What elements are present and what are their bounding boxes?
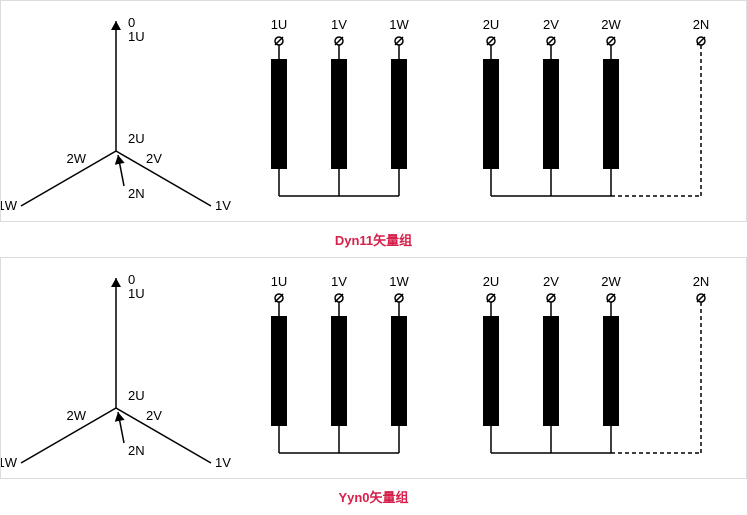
terminal-label: 2U (483, 274, 500, 289)
terminal-label: 1V (331, 17, 347, 32)
neutral-label: 2N (128, 443, 145, 458)
vector-tip-label: 1U (128, 29, 145, 44)
terminal-icon (607, 294, 615, 302)
terminal-label: 1W (389, 274, 409, 289)
terminal-icon (275, 294, 283, 302)
vector-diagram: 01U 1V 1W 2U2V 2W 2N (1, 272, 231, 470)
terminal-label: 2V (543, 274, 559, 289)
diagram-caption: Yyn0矢量组 (0, 479, 747, 514)
neutral-label: 2N (128, 186, 145, 201)
winding-bar (483, 316, 499, 426)
terminal-icon (335, 37, 343, 45)
diagram-panel-yyn0: 01U1V1W2U2V2W2N1U1V1W2U2V2W2N (0, 257, 747, 479)
terminal-icon (697, 294, 705, 302)
terminal-icon (607, 37, 615, 45)
arrow-head (111, 21, 121, 30)
terminal-icon (395, 37, 403, 45)
vector-diagram: 01U 1V 1W 2U2V 2W 2N (1, 15, 231, 213)
vector-origin-label: 2U (128, 131, 145, 146)
winding-group: 2U 2V 2W 2N (483, 274, 710, 453)
winding-bar (543, 316, 559, 426)
vector-mid-label: 2W (67, 151, 87, 166)
winding-bar (331, 59, 347, 169)
vector-end-label: 1V (215, 198, 231, 213)
terminal-label: 2W (601, 17, 621, 32)
winding-bar (603, 316, 619, 426)
vector-end-label: 1W (1, 198, 18, 213)
winding-bar (543, 59, 559, 169)
terminal-label: 2W (601, 274, 621, 289)
terminal-icon (487, 294, 495, 302)
terminal-label: 1W (389, 17, 409, 32)
arrow-head (115, 155, 125, 165)
neutral-terminal-label: 2N (693, 17, 710, 32)
vector-tip-label: 0 (128, 15, 135, 30)
terminal-icon (275, 37, 283, 45)
terminal-label: 2U (483, 17, 500, 32)
neutral-terminal-label: 2N (693, 274, 710, 289)
terminal-label: 1V (331, 274, 347, 289)
vector-mid-label: 2V (146, 408, 162, 423)
terminal-icon (335, 294, 343, 302)
vector-tip-label: 1U (128, 286, 145, 301)
terminal-label: 1U (271, 17, 288, 32)
terminal-label: 1U (271, 274, 288, 289)
winding-bar (603, 59, 619, 169)
vector-tip-label: 0 (128, 272, 135, 287)
diagram-panel-dyn11: 01U1V1W2U2V2W2N1U1V1W2U2V2W2N (0, 0, 747, 222)
terminal-label: 2V (543, 17, 559, 32)
winding-bar (391, 316, 407, 426)
vector-mid-label: 2V (146, 151, 162, 166)
terminal-icon (697, 37, 705, 45)
winding-bar (391, 59, 407, 169)
vector-end-label: 1V (215, 455, 231, 470)
arrow-head (111, 278, 121, 287)
vector-origin-label: 2U (128, 388, 145, 403)
vector-mid-label: 2W (67, 408, 87, 423)
winding-group: 1U 1V 1W (271, 274, 410, 453)
terminal-icon (547, 294, 555, 302)
winding-bar (483, 59, 499, 169)
diagram-caption: Dyn11矢量组 (0, 222, 747, 257)
winding-group: 2U 2V 2W 2N (483, 17, 710, 196)
terminal-icon (395, 294, 403, 302)
winding-group: 1U 1V 1W (271, 17, 410, 196)
vector-end-label: 1W (1, 455, 18, 470)
winding-bar (271, 316, 287, 426)
winding-bar (271, 59, 287, 169)
terminal-icon (547, 37, 555, 45)
terminal-icon (487, 37, 495, 45)
arrow-head (115, 412, 125, 422)
winding-bar (331, 316, 347, 426)
